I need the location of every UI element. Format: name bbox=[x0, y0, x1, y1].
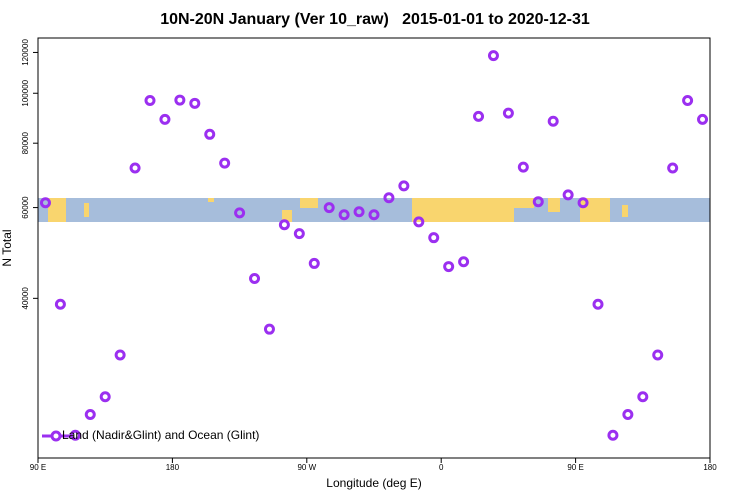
point bbox=[144, 94, 156, 106]
point bbox=[278, 219, 290, 231]
point bbox=[368, 209, 380, 221]
point bbox=[54, 298, 66, 310]
point bbox=[443, 261, 455, 273]
point bbox=[234, 207, 246, 219]
y-axis-label: N Total bbox=[0, 229, 14, 266]
point bbox=[39, 197, 51, 209]
point bbox=[129, 162, 141, 174]
point bbox=[413, 216, 425, 228]
y-tick-label: 40000 bbox=[21, 287, 30, 310]
point bbox=[69, 429, 81, 441]
plot-frame bbox=[37, 37, 711, 459]
point bbox=[562, 189, 574, 201]
point bbox=[84, 409, 96, 421]
x-tick-label: 0 bbox=[439, 463, 444, 472]
point bbox=[353, 206, 365, 218]
x-axis-label: Longitude (deg E) bbox=[326, 476, 421, 490]
legend-label: Land (Nadir&Glint) and Ocean (Glint) bbox=[62, 428, 259, 442]
point bbox=[293, 228, 305, 240]
point bbox=[607, 429, 619, 441]
chart-title: 10N-20N January (Ver 10_raw) 2015-01-01 … bbox=[160, 11, 590, 28]
x-tick-label: 180 bbox=[166, 463, 180, 472]
point bbox=[502, 107, 514, 119]
y-tick-label: 120000 bbox=[21, 39, 30, 66]
point bbox=[174, 94, 186, 106]
point bbox=[99, 391, 111, 403]
point bbox=[487, 50, 499, 62]
x-tick-label: 180 bbox=[703, 463, 717, 472]
point bbox=[517, 161, 529, 173]
x-tick-label: 90 W bbox=[297, 463, 316, 472]
y-tick-label: 80000 bbox=[21, 132, 30, 155]
point bbox=[383, 192, 395, 204]
point bbox=[622, 409, 634, 421]
point bbox=[338, 209, 350, 221]
point bbox=[637, 391, 649, 403]
point bbox=[592, 298, 604, 310]
point bbox=[114, 349, 126, 361]
point bbox=[263, 323, 275, 335]
point bbox=[159, 113, 171, 125]
legend-marker bbox=[50, 430, 62, 442]
point bbox=[189, 97, 201, 109]
point bbox=[652, 349, 664, 361]
point bbox=[204, 128, 216, 140]
point bbox=[532, 196, 544, 208]
point bbox=[398, 180, 410, 192]
point bbox=[682, 94, 694, 106]
point bbox=[667, 162, 679, 174]
point bbox=[577, 197, 589, 209]
x-tick-label: 90 E bbox=[30, 463, 46, 472]
x-tick-label: 90 E bbox=[567, 463, 583, 472]
y-tick-label: 100000 bbox=[21, 79, 30, 106]
point bbox=[473, 110, 485, 122]
point bbox=[219, 157, 231, 169]
point bbox=[697, 113, 709, 125]
point bbox=[547, 115, 559, 127]
y-tick-label: 60000 bbox=[21, 196, 30, 219]
point bbox=[323, 202, 335, 214]
point bbox=[428, 232, 440, 244]
point bbox=[249, 273, 261, 285]
point bbox=[458, 256, 470, 268]
point bbox=[308, 257, 320, 269]
